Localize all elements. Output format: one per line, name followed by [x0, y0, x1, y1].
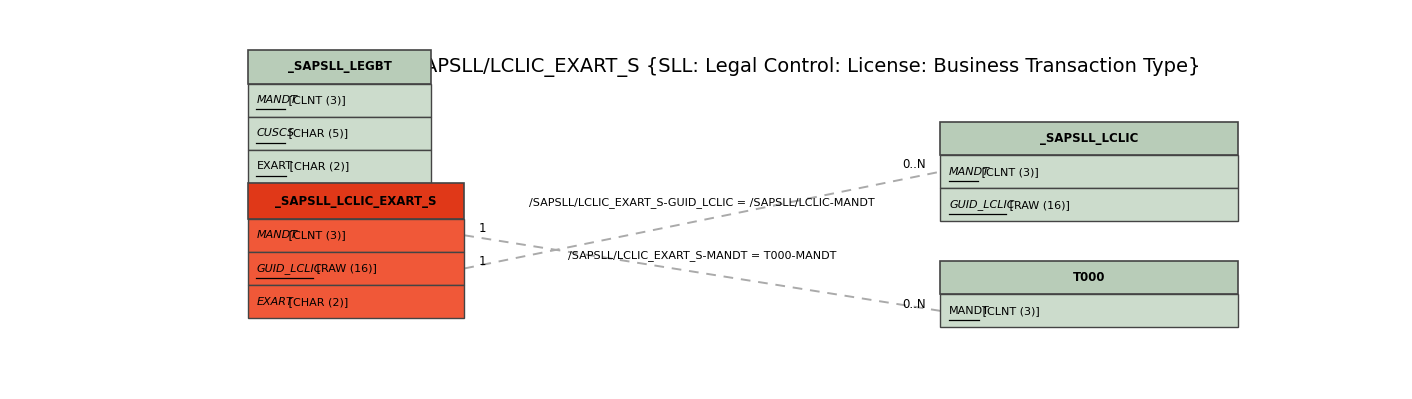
Bar: [940, 261, 1238, 294]
Bar: [247, 117, 432, 150]
Text: /SAPSLL/LCLIC_EXART_S-MANDT = T000-MANDT: /SAPSLL/LCLIC_EXART_S-MANDT = T000-MANDT: [568, 251, 836, 261]
Text: EXART: EXART: [257, 162, 292, 172]
Text: [CLNT (3)]: [CLNT (3)]: [979, 306, 1039, 316]
Text: _SAPSLL_LCLIC_EXART_S: _SAPSLL_LCLIC_EXART_S: [275, 195, 436, 207]
Text: [CHAR (2)]: [CHAR (2)]: [285, 162, 349, 172]
Bar: [940, 188, 1238, 221]
Bar: [247, 184, 465, 219]
Text: [RAW (16)]: [RAW (16)]: [313, 263, 377, 273]
Bar: [247, 50, 432, 83]
Text: CUSCS: CUSCS: [257, 128, 295, 138]
Bar: [940, 155, 1238, 188]
Text: 1: 1: [479, 255, 486, 268]
Text: [CHAR (5)]: [CHAR (5)]: [285, 128, 347, 138]
Bar: [940, 122, 1238, 155]
Text: MANDT: MANDT: [949, 306, 990, 316]
Bar: [247, 83, 432, 117]
Text: EXART: EXART: [257, 296, 294, 307]
Text: MANDT: MANDT: [257, 95, 298, 105]
Text: 0..N: 0..N: [902, 298, 926, 310]
Text: _SAPSLL_LCLIC: _SAPSLL_LCLIC: [1041, 132, 1138, 145]
Text: SAP ABAP table /SAPSLL/LCLIC_EXART_S {SLL: Legal Control: License: Business Tran: SAP ABAP table /SAPSLL/LCLIC_EXART_S {SL…: [247, 57, 1200, 77]
Text: MANDT: MANDT: [949, 167, 990, 177]
Bar: [247, 219, 465, 252]
Text: _SAPSLL_LEGBT: _SAPSLL_LEGBT: [288, 60, 391, 73]
Bar: [940, 294, 1238, 328]
Text: [CLNT (3)]: [CLNT (3)]: [285, 230, 346, 240]
Bar: [247, 252, 465, 285]
Text: [CLNT (3)]: [CLNT (3)]: [285, 95, 346, 105]
Bar: [247, 150, 432, 183]
Text: MANDT: MANDT: [257, 230, 298, 240]
Text: 0..N: 0..N: [902, 158, 926, 172]
Text: [CHAR (2)]: [CHAR (2)]: [285, 296, 349, 307]
Text: [CLNT (3)]: [CLNT (3)]: [977, 167, 1038, 177]
Text: [RAW (16)]: [RAW (16)]: [1005, 200, 1070, 210]
Text: GUID_LCLIC: GUID_LCLIC: [257, 263, 322, 274]
Text: /SAPSLL/LCLIC_EXART_S-GUID_LCLIC = /SAPSLL/LCLIC-MANDT: /SAPSLL/LCLIC_EXART_S-GUID_LCLIC = /SAPS…: [530, 198, 875, 208]
Bar: [247, 285, 465, 318]
Text: 1: 1: [479, 222, 486, 235]
Text: GUID_LCLIC: GUID_LCLIC: [949, 200, 1015, 210]
Text: T000: T000: [1073, 271, 1106, 284]
